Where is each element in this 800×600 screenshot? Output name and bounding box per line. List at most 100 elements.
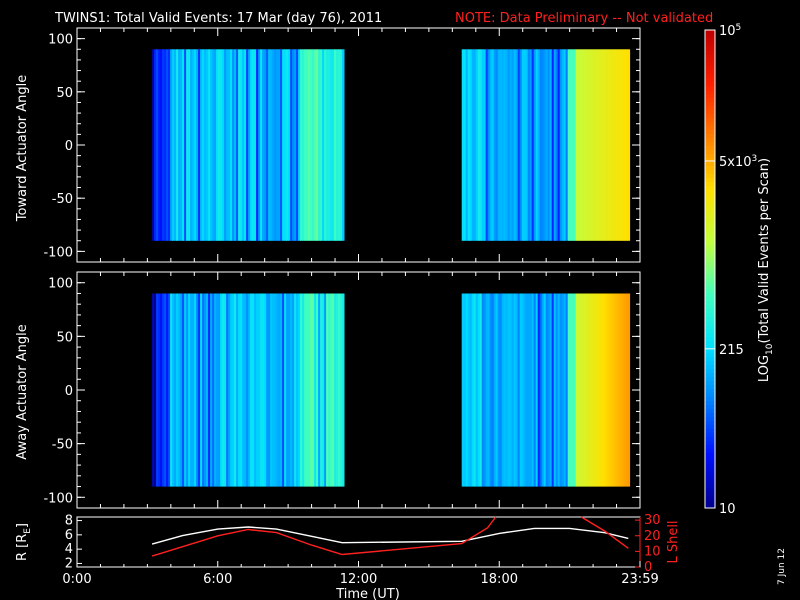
heatmap-column	[164, 293, 167, 487]
heatmap-column	[172, 49, 175, 241]
heatmap-column	[553, 293, 557, 487]
heatmap-column	[549, 49, 553, 241]
heatmap-column	[515, 49, 519, 241]
heatmap-column	[583, 49, 587, 241]
heatmap-column	[517, 293, 521, 487]
heatmap-column	[328, 293, 331, 487]
heatmap-column	[529, 49, 533, 241]
heatmap-column	[208, 49, 211, 241]
heatmap-column	[561, 293, 565, 487]
heatmap-column	[567, 49, 571, 241]
heatmap-column	[340, 49, 343, 241]
heatmap-column	[575, 49, 579, 241]
heatmap-column	[200, 293, 203, 487]
heatmap-column	[240, 49, 243, 241]
heatmap-column	[270, 49, 273, 241]
heatmap-column	[154, 49, 157, 241]
heatmap-column	[232, 293, 235, 487]
lshell-axis-label: L Shell	[666, 520, 681, 563]
heatmap-column	[328, 49, 331, 241]
heatmap-column	[164, 49, 167, 241]
right-y-tick-label: 10	[644, 544, 661, 559]
heatmap-column	[599, 49, 603, 241]
heatmap-column	[497, 49, 501, 241]
heatmap-column	[497, 293, 501, 487]
heatmap-column	[154, 293, 157, 487]
heatmap-column	[533, 49, 537, 241]
heatmap-column	[342, 49, 345, 241]
heatmap-column	[615, 293, 619, 487]
x-tick-label: 0:00	[62, 572, 91, 587]
heatmap-column	[240, 293, 243, 487]
heatmap-column	[627, 293, 631, 487]
colorbar-tick-label: 105	[719, 23, 741, 39]
heatmap-column	[521, 293, 525, 487]
heatmap-column	[577, 49, 581, 241]
heatmap-column	[286, 293, 289, 487]
x-tick-label: 6:00	[203, 572, 232, 587]
heatmap-column	[162, 293, 165, 487]
heatmap-column	[495, 293, 499, 487]
left-y-tick-label: 6	[65, 528, 73, 543]
heatmap-column	[200, 49, 203, 241]
heatmap-column	[467, 293, 471, 487]
heatmap-column	[603, 293, 607, 487]
heatmap-column	[306, 293, 309, 487]
heatmap-column	[527, 49, 531, 241]
heatmap-column	[192, 293, 195, 487]
heatmap-column	[226, 293, 229, 487]
heatmap-column	[234, 49, 237, 241]
heatmap-column	[581, 293, 585, 487]
heatmap-column	[543, 293, 547, 487]
away-angle-heatmap-panel: -100 -50 0 50 100	[43, 271, 641, 509]
heatmap-column	[525, 49, 529, 241]
heatmap-column	[605, 293, 609, 487]
heatmap-column	[617, 49, 621, 241]
heatmap-column	[547, 49, 551, 241]
heatmap-column	[284, 293, 287, 487]
heatmap-column	[294, 293, 297, 487]
right-y-tick-label: 0	[644, 560, 652, 575]
heatmap-column	[465, 293, 469, 487]
heatmap-column	[535, 49, 539, 241]
heatmap-column	[539, 293, 543, 487]
heatmap-column	[336, 49, 339, 241]
heatmap-column	[523, 293, 527, 487]
heatmap-column	[274, 49, 277, 241]
heatmap-column	[232, 49, 235, 241]
heatmap-column	[296, 49, 299, 241]
heatmap-column	[589, 49, 593, 241]
heatmap-column	[284, 49, 287, 241]
heatmap-column	[477, 49, 481, 241]
heatmap-column	[228, 293, 231, 487]
heatmap-column	[182, 293, 185, 487]
heatmap-column	[475, 49, 479, 241]
heatmap-column	[326, 49, 329, 241]
heatmap-column	[248, 49, 251, 241]
heatmap-column	[216, 293, 219, 487]
heatmap-column	[549, 293, 553, 487]
heatmap-column	[304, 49, 307, 241]
heatmap-column	[507, 49, 511, 241]
heatmap-column	[473, 49, 477, 241]
heatmap-column	[302, 293, 305, 487]
heatmap-column	[571, 49, 575, 241]
y-tick-label: 50	[56, 86, 73, 101]
heatmap-column	[573, 293, 577, 487]
heatmap-column	[214, 49, 217, 241]
heatmap-column	[597, 293, 601, 487]
heatmap-column	[224, 49, 227, 241]
heatmap-column	[513, 49, 517, 241]
y-tick-label: -50	[52, 438, 73, 453]
heatmap-column	[591, 293, 595, 487]
heatmap-column	[292, 49, 295, 241]
heatmap-column	[194, 293, 197, 487]
heatmap-column	[334, 293, 337, 487]
heatmap-column	[565, 49, 569, 241]
heatmap-column	[238, 293, 241, 487]
heatmap-column	[176, 293, 179, 487]
heatmap-column	[238, 49, 241, 241]
heatmap-column	[461, 49, 465, 241]
heatmap-column	[495, 49, 499, 241]
heatmap-column	[527, 293, 531, 487]
